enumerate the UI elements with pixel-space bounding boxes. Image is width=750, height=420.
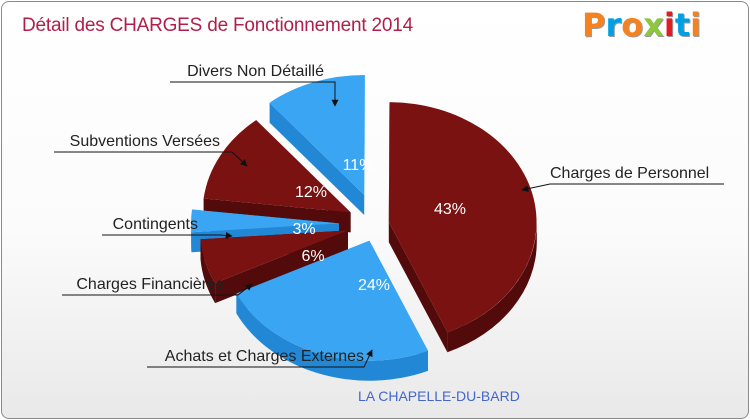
slice-percent-label: 12% xyxy=(295,184,327,201)
leader-arrow xyxy=(54,151,248,167)
pie-slice-group xyxy=(388,102,537,353)
slice-category-label: Contingents xyxy=(113,216,198,233)
slice-percent-label: 11% xyxy=(343,157,374,174)
slice-percent-label: 24% xyxy=(358,277,390,294)
leader-arrow xyxy=(62,283,253,296)
leader-arrow xyxy=(102,231,233,239)
logo-letter: i xyxy=(690,6,702,44)
leader-arrow xyxy=(170,81,339,107)
commune-name: LA CHAPELLE-DU-BARD xyxy=(358,388,520,404)
logo-letter: r xyxy=(605,6,622,44)
pie-slice-achats-et-charges-externes[interactable] xyxy=(236,240,428,361)
leader-arrow xyxy=(147,349,373,368)
pie-slice-divers-non-d-taill-[interactable] xyxy=(269,74,365,195)
slice-category-label: Subventions Versées xyxy=(70,133,220,150)
logo-letter: i xyxy=(663,6,675,44)
logo-letter: x xyxy=(643,6,664,44)
slice-percent-label: 43% xyxy=(434,201,466,218)
slice-category-label: Charges Financières xyxy=(76,276,224,293)
pie-slice-subventions-vers-es[interactable] xyxy=(203,120,351,213)
slice-percent-label: 6% xyxy=(301,248,324,265)
leader-arrow xyxy=(521,183,724,193)
pie-slice-group xyxy=(269,74,365,215)
slice-category-label: Achats et Charges Externes xyxy=(165,348,364,365)
logo-letter: o xyxy=(621,6,644,44)
pie-slice-side xyxy=(200,239,216,304)
slice-category-label: Divers Non Détaillé xyxy=(187,63,324,80)
pie-slice-side xyxy=(447,222,537,353)
pie-slice-contingents[interactable] xyxy=(190,209,339,233)
slice-category-label: Charges de Personnel xyxy=(550,165,709,182)
pie-slice-charges-de-personnel[interactable] xyxy=(388,102,537,333)
pie-slice-charges-financi-res[interactable] xyxy=(200,230,349,284)
proxiti-logo[interactable]: Proxiti xyxy=(582,6,701,44)
chart-title: Détail des CHARGES de Fonctionnement 201… xyxy=(22,15,414,36)
logo-letter: P xyxy=(582,6,606,44)
pie-slice-edge xyxy=(269,102,365,215)
pie-slice-edge xyxy=(388,222,448,353)
pie-slice-edge xyxy=(364,75,365,215)
pie-slice-side xyxy=(236,293,428,381)
pie-slice-group xyxy=(236,240,428,381)
slice-percent-label: 3% xyxy=(292,221,315,238)
logo-letter: t xyxy=(674,6,691,44)
